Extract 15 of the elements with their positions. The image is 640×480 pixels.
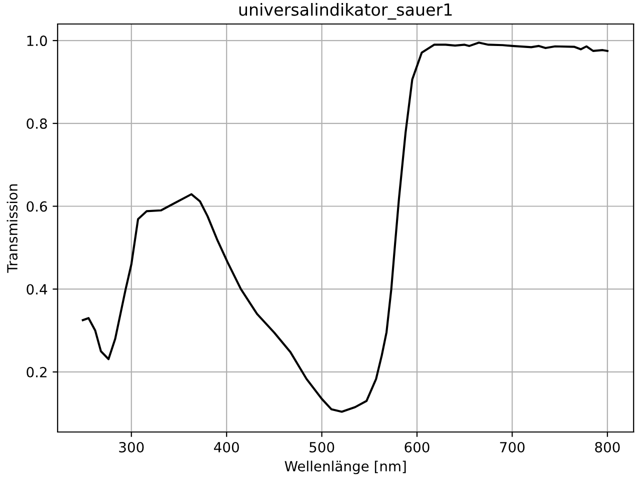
y-tick-label: 0.4 xyxy=(26,284,48,295)
x-axis-title: Wellenlänge [nm] xyxy=(284,460,406,474)
x-tick-label: 700 xyxy=(500,442,525,452)
x-tick-label: 600 xyxy=(404,442,430,452)
x-tick-label: 400 xyxy=(214,442,239,452)
chart-title: universalindikator_sauer1 xyxy=(239,3,452,20)
x-tick-label: 800 xyxy=(595,442,620,452)
y-tick-label: 0.2 xyxy=(26,366,46,378)
x-tick-label: 500 xyxy=(310,442,334,452)
y-tick-label: 0.8 xyxy=(26,118,47,129)
x-tick-label: 300 xyxy=(119,442,144,452)
y-tick-label: 1.0 xyxy=(27,36,47,46)
y-axis-title: Transmission xyxy=(6,184,18,273)
y-tick-label: 0.6 xyxy=(26,201,48,212)
line-series xyxy=(82,42,608,413)
